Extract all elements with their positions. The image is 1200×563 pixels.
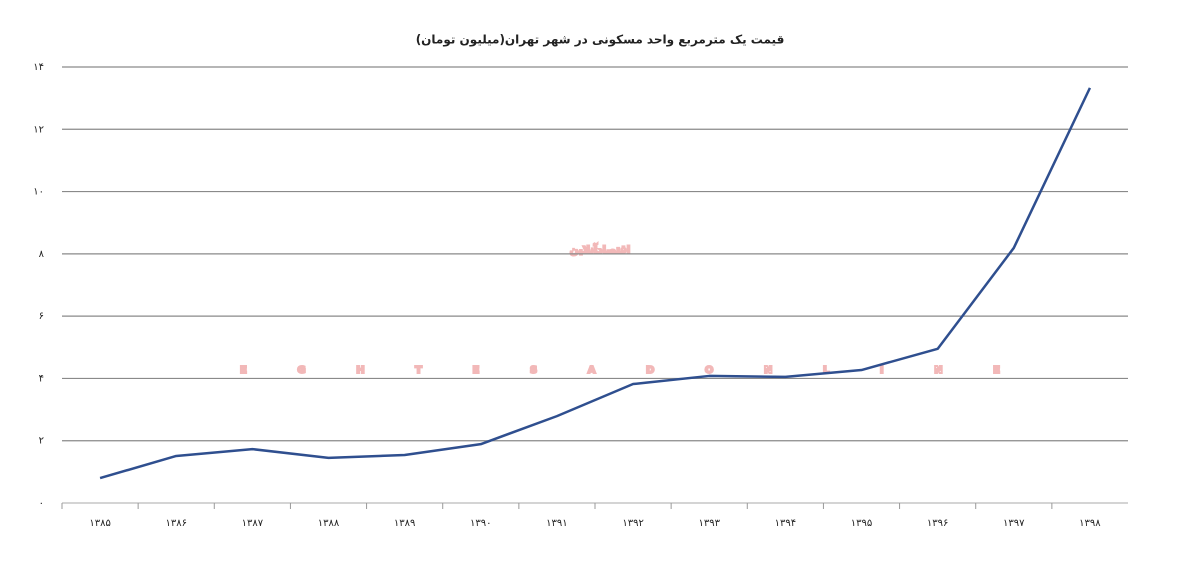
x-tick-label: ۱۳۸۹ bbox=[394, 518, 415, 529]
x-tick-label: ۱۳۹۵ bbox=[851, 518, 872, 529]
chart-title: قیمت یک مترمربع واحد مسکونی در شهر تهران… bbox=[416, 33, 785, 48]
x-tick-label: ۱۳۹۷ bbox=[1003, 518, 1025, 529]
x-tick-label: ۱۳۸۶ bbox=[165, 518, 186, 529]
x-tick-label: ۱۳۹۱ bbox=[546, 518, 567, 529]
y-tick-label: ۶ bbox=[39, 311, 44, 322]
x-tick-label: ۱۳۹۶ bbox=[927, 518, 948, 529]
y-tick-label: ۰ bbox=[39, 498, 44, 509]
x-tick-label: ۱۳۹۲ bbox=[622, 518, 643, 529]
y-tick-label: ۸ bbox=[39, 249, 45, 260]
y-tick-label: ۱۰ bbox=[33, 187, 44, 198]
y-tick-label: ۲ bbox=[39, 436, 44, 447]
watermark-logo: اقتصادآنلاین bbox=[570, 243, 630, 256]
x-tick-label: ۱۳۸۵ bbox=[89, 518, 110, 529]
y-tick-label: ۱۴ bbox=[33, 62, 44, 73]
x-tick-label: ۱۳۸۷ bbox=[242, 518, 264, 529]
line-series bbox=[99, 87, 1092, 480]
x-tick-label: ۱۳۹۰ bbox=[470, 518, 491, 529]
x-tick-label: ۱۳۹۳ bbox=[698, 518, 720, 529]
y-tick-label: ۱۲ bbox=[33, 124, 44, 135]
watermark-text: EGHTESADONLINE bbox=[240, 365, 1000, 376]
y-tick-label: ۴ bbox=[39, 373, 44, 384]
x-tick-label: ۱۳۹۸ bbox=[1079, 518, 1101, 529]
x-tick-label: ۱۳۸۸ bbox=[318, 518, 340, 529]
x-tick-label: ۱۳۹۴ bbox=[775, 518, 796, 529]
